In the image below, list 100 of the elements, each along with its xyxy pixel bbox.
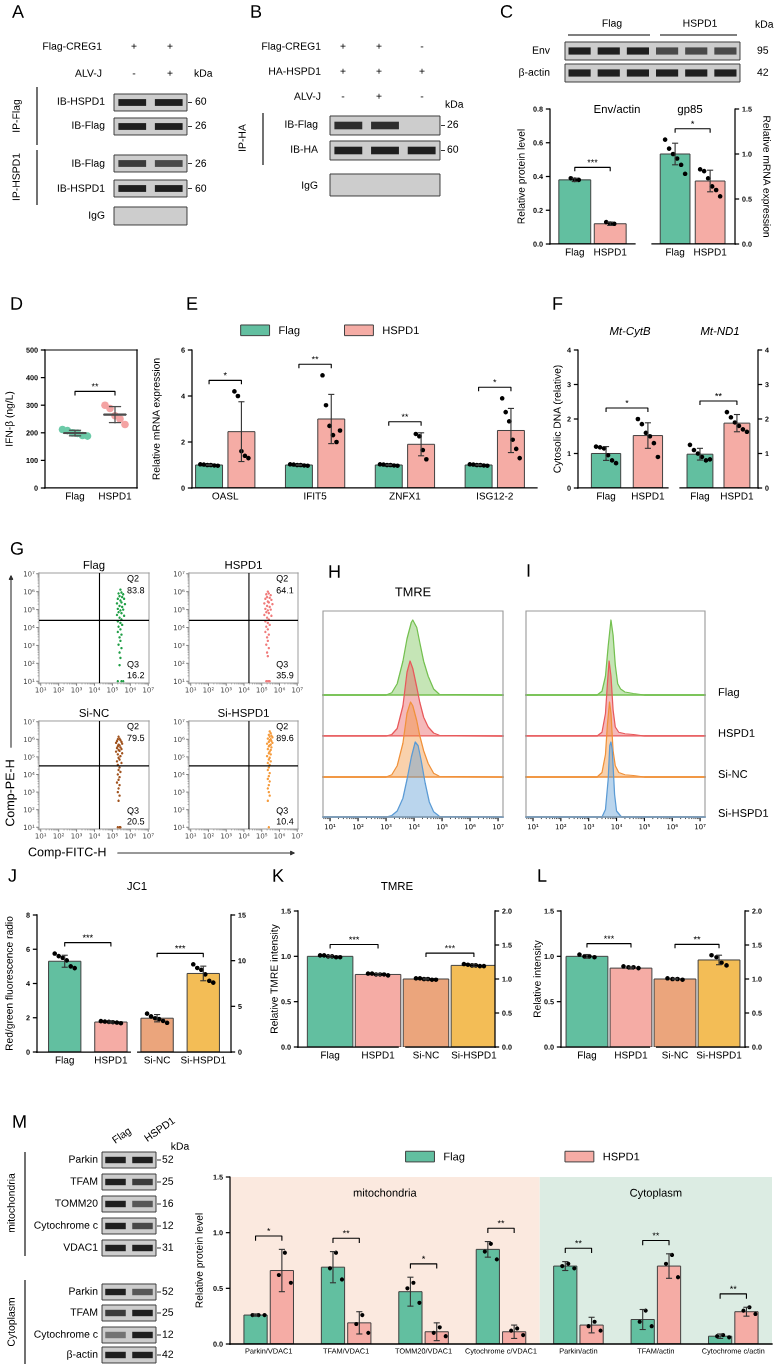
text: 16: [162, 1199, 174, 1207]
text: E: [187, 297, 198, 310]
text: 52: [162, 1155, 174, 1163]
text: D: [11, 297, 23, 310]
annotation: **: [91, 383, 99, 387]
x-tick-label: IFIT5: [304, 492, 327, 500]
x-tick-label: HSPD1: [95, 1056, 128, 1064]
text: 60: [195, 184, 207, 192]
text: kDa: [171, 1142, 190, 1150]
text: IP-Flag: [12, 99, 22, 132]
annotation: **: [715, 392, 722, 397]
text: Flag: [111, 1126, 133, 1146]
annotation: *: [493, 379, 497, 383]
text: 12: [162, 1221, 174, 1229]
annotation: Q3: [127, 660, 139, 669]
annotation: 35.9: [276, 671, 294, 679]
x-tick-label: Si-NC: [413, 1051, 439, 1059]
annotation: 83.8: [127, 587, 145, 594]
text: J: [8, 869, 16, 882]
legend-label: HSPD1: [603, 1152, 640, 1161]
text: 52: [162, 1287, 174, 1295]
text: IB-HSPD1: [57, 97, 105, 105]
text: 95: [757, 46, 769, 54]
chart-title: TMRE: [395, 587, 431, 597]
annotation: ***: [82, 934, 93, 938]
annotation: **: [652, 1232, 660, 1236]
text: Flag: [602, 19, 622, 29]
y-axis-title: Relative protein level: [195, 1213, 205, 1308]
x-tick-label: HSPD1: [694, 248, 727, 256]
text: Parkin: [69, 1287, 98, 1295]
annotation: **: [401, 413, 409, 417]
x-tick-label: Si-NC: [144, 1056, 171, 1064]
series-label: HSPD1: [718, 729, 755, 737]
annotation: *: [421, 1255, 426, 1259]
x-tick-label: Si-HSPD1: [180, 1056, 226, 1064]
text: ALV-J: [294, 92, 321, 100]
x-tick-label: Flag: [691, 492, 710, 502]
annotation: *: [625, 399, 629, 404]
text: Env: [532, 46, 550, 54]
chart-title: TMRE: [381, 882, 413, 890]
series-label: Si-NC: [718, 769, 748, 778]
text: IP-HSPD1: [12, 153, 20, 201]
text: IB-HA: [291, 145, 318, 153]
y-axis-title: Relative protein level: [517, 129, 527, 224]
text: +: [376, 43, 382, 49]
text: 31: [162, 1243, 174, 1251]
annotation: Q3: [127, 807, 139, 816]
band-label: mitochondria: [353, 1188, 417, 1197]
text: 26: [447, 120, 459, 128]
annotation: Q3: [276, 660, 288, 669]
y-axis-title: Cytosolic DNA (relative): [553, 365, 563, 473]
chart-title: JC1: [127, 881, 147, 891]
chart-title: Si-HSPD1: [218, 708, 269, 717]
x-tick-label: ISG12-2: [477, 492, 513, 500]
x-tick-label: OASL: [212, 492, 239, 500]
x-tick-label: Flag: [597, 492, 616, 502]
x-tick-label: Flag: [565, 248, 584, 258]
chart-title: Flag: [83, 560, 105, 572]
annotation: **: [693, 936, 701, 940]
text: A: [12, 5, 25, 18]
annotation: Q2: [276, 722, 288, 731]
text: G: [10, 542, 23, 555]
chart-title: gp85: [677, 104, 703, 116]
series-label: Si-HSPD1: [718, 808, 769, 817]
x-tick-label: HSPD1: [594, 248, 627, 256]
x-tick-label: HSPD1: [721, 492, 754, 500]
x-tick-label: HSPD1: [99, 492, 132, 500]
x-tick-label: Si-NC: [662, 1051, 688, 1059]
text: +: [376, 68, 382, 74]
annotation: ***: [603, 935, 615, 939]
text: ALV-J: [75, 69, 102, 77]
annotation: **: [311, 356, 319, 360]
text: Cytoplasm: [7, 1298, 17, 1347]
text: 26: [195, 159, 207, 167]
text: 60: [195, 97, 207, 105]
text: IB-Flag: [72, 121, 105, 131]
text: TFAM: [70, 1177, 98, 1185]
text: K: [273, 869, 284, 882]
x-tick-label: HSPD1: [362, 1051, 395, 1059]
annotation: Q2: [276, 575, 288, 584]
y-axis-title: Comp-PE-H: [5, 760, 17, 827]
text: TFAM: [70, 1308, 98, 1316]
x-axis-title: Comp-FITC-H: [28, 847, 106, 859]
text: IgG: [302, 181, 318, 191]
x-tick-label: HSPD1: [615, 1051, 648, 1059]
annotation: 10.4: [276, 818, 294, 825]
annotation: 16.2: [127, 671, 145, 679]
text: IgG: [89, 211, 105, 221]
text: kDa: [755, 20, 774, 28]
annotation: 79.5: [127, 734, 145, 742]
annotation: *: [223, 372, 227, 376]
y-axis-title: IFN-β (ng/L): [5, 391, 15, 446]
text: +: [376, 93, 382, 99]
text: VDAC1: [63, 1243, 98, 1251]
legend-label: HSPD1: [383, 326, 419, 335]
annotation: Q2: [127, 575, 139, 584]
annotation: **: [497, 1220, 505, 1224]
text: IP-HA: [238, 124, 246, 151]
annotation: ***: [348, 936, 360, 940]
text: B: [251, 5, 262, 18]
